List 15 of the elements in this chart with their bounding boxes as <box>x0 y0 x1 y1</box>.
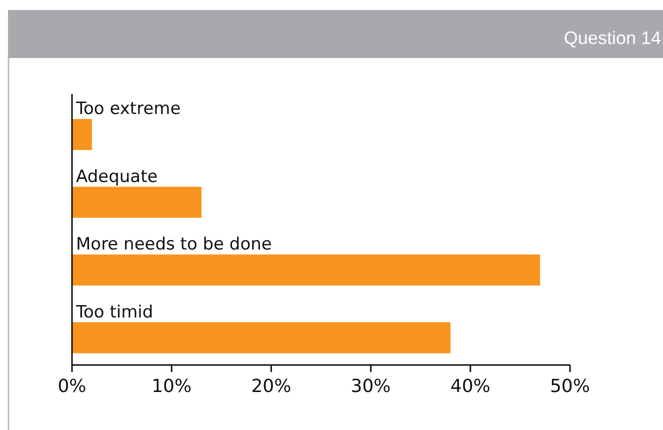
text: Question 14 <box>564 28 661 48</box>
y-tick-label: Adequate <box>76 166 158 187</box>
y-tick-label: More needs to be done <box>76 234 272 254</box>
x-tick-label: 20% <box>251 376 292 397</box>
bar <box>72 186 202 218</box>
bar <box>72 322 450 354</box>
x-tick-label: 0% <box>58 376 86 397</box>
x-tick-label: 40% <box>450 376 490 397</box>
y-tick-label: Too extreme <box>75 99 181 119</box>
x-tick-label: 10% <box>152 376 192 397</box>
y-tick-label: Too timid <box>75 302 154 322</box>
x-tick-label: 30% <box>350 376 391 397</box>
x-tick-label: 50% <box>550 376 590 397</box>
bar <box>72 119 92 150</box>
bar <box>72 254 540 286</box>
